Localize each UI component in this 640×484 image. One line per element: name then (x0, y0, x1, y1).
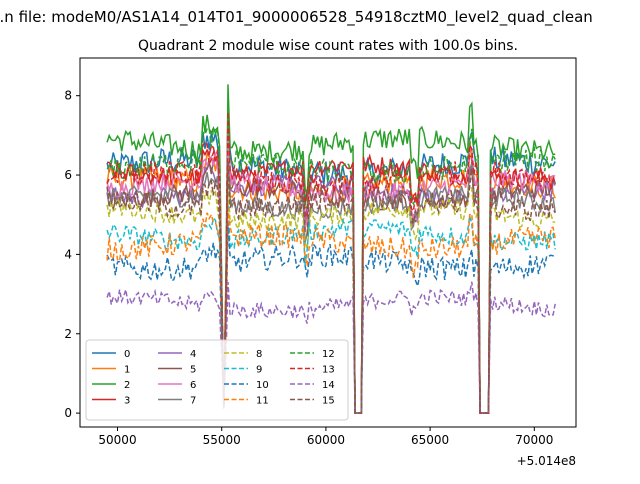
chart-title: Quadrant 2 module wise count rates with … (138, 38, 518, 54)
legend-label-2: 2 (124, 380, 130, 391)
y-axis: 0 2 4 6 8 (64, 89, 80, 420)
series-layer (106, 84, 556, 414)
legend-label-1: 1 (124, 365, 130, 376)
legend-label-4: 4 (190, 349, 196, 360)
suptitle: ...n file: modeM0/AS1A14_014T01_90000065… (0, 8, 593, 27)
legend-label-0: 0 (124, 349, 130, 360)
legend-label-8: 8 (256, 349, 262, 360)
legend-label-5: 5 (190, 365, 196, 376)
legend-label-3: 3 (124, 396, 130, 407)
legend-label-7: 7 (190, 396, 196, 407)
legend-label-6: 6 (190, 380, 196, 391)
x-offset-label: +5.014e8 (517, 454, 576, 468)
y-tick-label: 2 (64, 327, 72, 341)
y-tick-label: 6 (64, 168, 72, 182)
legend-label-14: 14 (322, 380, 335, 391)
x-tick-label: 55000 (203, 433, 241, 447)
x-tick-label: 65000 (411, 433, 449, 447)
x-tick-label: 50000 (98, 433, 136, 447)
legend-box (85, 339, 349, 421)
x-tick-label: 70000 (515, 433, 553, 447)
series-line-12 (106, 102, 556, 414)
series-line-14 (106, 281, 556, 414)
series-line-15 (106, 160, 556, 414)
x-axis: 50000 55000 60000 65000 70000 (98, 427, 553, 447)
y-tick-label: 8 (64, 89, 72, 103)
legend-label-12: 12 (322, 349, 335, 360)
legend-label-15: 15 (322, 396, 335, 407)
y-tick-label: 0 (64, 406, 72, 420)
legend-label-13: 13 (322, 365, 335, 376)
legend-label-11: 11 (256, 396, 269, 407)
legend-label-9: 9 (256, 365, 262, 376)
plot-frame (79, 57, 577, 428)
series-line-8 (106, 177, 556, 414)
x-tick-label: 60000 (307, 433, 345, 447)
y-tick-label: 4 (64, 247, 72, 261)
legend-label-10: 10 (256, 380, 269, 391)
